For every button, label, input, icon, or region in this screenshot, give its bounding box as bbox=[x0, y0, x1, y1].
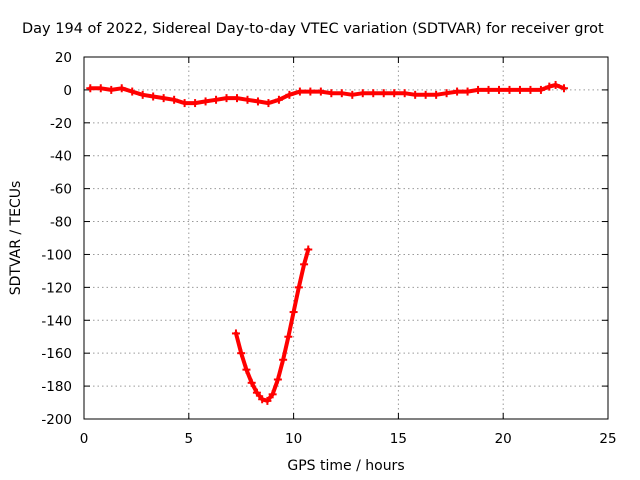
y-axis-label: SDTVAR / TECUs bbox=[8, 181, 24, 296]
grid bbox=[84, 57, 608, 419]
y-tick-label: -120 bbox=[41, 280, 72, 296]
y-tick-label: -100 bbox=[41, 247, 72, 263]
series-layer bbox=[86, 80, 568, 405]
data-point bbox=[411, 90, 420, 99]
data-point bbox=[264, 99, 273, 108]
x-tick-label: 15 bbox=[390, 431, 407, 447]
data-point bbox=[505, 85, 514, 94]
data-point bbox=[252, 388, 261, 397]
data-point bbox=[242, 365, 251, 374]
y-tick-label: 20 bbox=[55, 50, 72, 66]
data-point bbox=[128, 87, 137, 96]
plot-frame bbox=[83, 56, 609, 420]
x-tick-label: 10 bbox=[285, 431, 302, 447]
data-point bbox=[258, 395, 267, 404]
data-point bbox=[536, 85, 545, 94]
data-point bbox=[279, 355, 288, 364]
data-point bbox=[421, 90, 430, 99]
data-point bbox=[474, 85, 483, 94]
data-point bbox=[263, 396, 272, 405]
data-point bbox=[138, 90, 147, 99]
data-point bbox=[300, 260, 309, 269]
data-point bbox=[247, 378, 256, 387]
data-point bbox=[231, 329, 240, 338]
data-point bbox=[212, 95, 221, 104]
data-point bbox=[107, 85, 116, 94]
data-point bbox=[289, 308, 298, 317]
data-point bbox=[159, 94, 168, 103]
data-point bbox=[237, 349, 246, 358]
data-point bbox=[253, 97, 262, 106]
data-point bbox=[117, 84, 126, 93]
data-point bbox=[453, 87, 462, 96]
ticks: 20 0 -20 -40 -60 -80 -100 -120 -140 -160 -180 -200 0… bbox=[41, 50, 616, 447]
data-point bbox=[294, 283, 303, 292]
data-point bbox=[495, 85, 504, 94]
data-point bbox=[316, 87, 325, 96]
data-point bbox=[233, 94, 242, 103]
data-point bbox=[285, 90, 294, 99]
x-tick-label: 5 bbox=[185, 431, 194, 447]
data-point bbox=[442, 89, 451, 98]
data-point bbox=[295, 87, 304, 96]
data-point bbox=[222, 94, 231, 103]
x-tick-label: 25 bbox=[599, 431, 616, 447]
data-point bbox=[348, 90, 357, 99]
y-tick-label: -20 bbox=[50, 116, 72, 132]
x-tick-label: 20 bbox=[495, 431, 512, 447]
data-point bbox=[268, 390, 277, 399]
chart-title: Day 194 of 2022, Sidereal Day-to-day VTE… bbox=[22, 21, 604, 37]
x-tick-label: 0 bbox=[80, 431, 89, 447]
x-axis-label: GPS time / hours bbox=[287, 458, 404, 474]
data-point bbox=[337, 89, 346, 98]
y-tick-label: -140 bbox=[41, 313, 72, 329]
data-point bbox=[432, 90, 441, 99]
data-point bbox=[243, 95, 252, 104]
data-point bbox=[400, 89, 409, 98]
y-tick-label: -40 bbox=[50, 149, 72, 165]
data-point bbox=[180, 99, 189, 108]
data-point bbox=[96, 84, 105, 93]
data-point bbox=[545, 82, 554, 91]
data-point bbox=[484, 85, 493, 94]
data-point bbox=[306, 87, 315, 96]
data-point bbox=[551, 80, 560, 89]
y-tick-label: 0 bbox=[63, 83, 72, 99]
y-tick-label: -160 bbox=[41, 346, 72, 362]
data-point bbox=[358, 89, 367, 98]
data-point bbox=[379, 89, 388, 98]
data-point bbox=[149, 92, 158, 101]
data-point bbox=[515, 85, 524, 94]
y-tick-label: -200 bbox=[41, 412, 72, 428]
data-point bbox=[274, 95, 283, 104]
data-point bbox=[390, 89, 399, 98]
data-point bbox=[559, 84, 568, 93]
data-point bbox=[170, 95, 179, 104]
data-point bbox=[327, 89, 336, 98]
data-point bbox=[86, 84, 95, 93]
y-tick-label: -180 bbox=[41, 379, 72, 395]
data-point bbox=[201, 97, 210, 106]
data-point bbox=[304, 245, 313, 254]
data-point bbox=[273, 375, 282, 384]
data-point bbox=[526, 85, 535, 94]
y-tick-label: -80 bbox=[50, 215, 72, 231]
data-point bbox=[191, 99, 200, 108]
y-tick-label: -60 bbox=[50, 182, 72, 198]
data-point bbox=[369, 89, 378, 98]
data-point bbox=[284, 332, 293, 341]
data-point bbox=[463, 87, 472, 96]
